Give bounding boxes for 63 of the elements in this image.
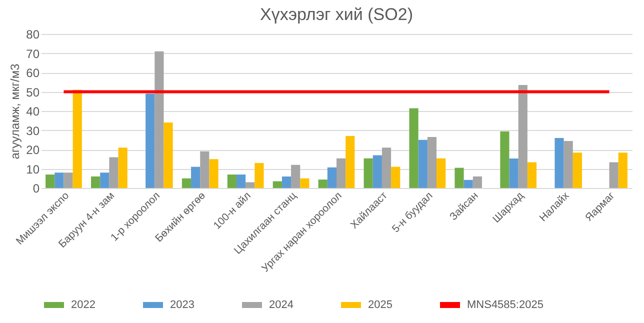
legend-label: 2025: [368, 299, 392, 311]
bar: [109, 157, 118, 188]
bar: [436, 158, 446, 188]
bar: [300, 178, 310, 188]
bar: [609, 162, 618, 188]
bar: [382, 148, 392, 188]
chart-title: Хүхэрлэг хий (SO2): [260, 5, 413, 24]
bar: [464, 180, 473, 188]
bar: [427, 136, 437, 188]
bar: [200, 151, 210, 188]
bar: [554, 138, 564, 188]
bar: [191, 166, 200, 188]
bar: [118, 148, 128, 188]
bar: [409, 108, 418, 188]
y-axis-title: агууламж, мкг/м3: [8, 63, 22, 160]
bar: [336, 158, 346, 188]
bar: [236, 174, 246, 188]
bar: [618, 152, 628, 188]
bar: [54, 172, 64, 188]
bar: [146, 94, 155, 188]
bar: [572, 152, 582, 188]
bar: [227, 174, 236, 188]
legend-label: 2023: [170, 299, 194, 311]
y-tick-label: 10: [26, 162, 40, 176]
bar: [209, 159, 218, 188]
bar: [364, 158, 373, 188]
bar: [418, 140, 428, 188]
legend-label: 2024: [269, 299, 294, 311]
bar: [564, 141, 573, 188]
y-tick-label: 40: [26, 104, 40, 118]
bar: [272, 181, 282, 188]
y-tick-label: 80: [26, 28, 40, 42]
bar: [46, 174, 55, 188]
bar: [372, 155, 382, 188]
bar: [518, 85, 528, 188]
bar: [327, 167, 336, 188]
bar: [454, 168, 464, 188]
bar: [346, 136, 355, 188]
bar: [164, 122, 173, 188]
bar: [509, 158, 518, 188]
bar: [282, 176, 292, 188]
bar: [472, 176, 482, 188]
bar: [254, 162, 264, 188]
bar: [72, 90, 82, 188]
y-tick-label: 60: [26, 66, 40, 80]
bar: [391, 166, 400, 188]
bar: [318, 180, 328, 188]
y-tick-label: 50: [26, 85, 40, 100]
legend-label: MNS4585:2025: [467, 299, 544, 311]
bar: [182, 178, 192, 188]
legend-label: 2022: [71, 299, 96, 311]
bar: [246, 182, 255, 188]
bar: [91, 176, 100, 188]
bar: [100, 172, 110, 188]
bar: [527, 162, 537, 188]
bar: [154, 51, 164, 188]
y-tick-label: 30: [26, 124, 40, 138]
bar: [64, 172, 73, 188]
bar: [291, 164, 300, 188]
y-tick-label: 20: [26, 143, 40, 157]
y-tick-label: 0: [32, 182, 40, 196]
bar: [500, 131, 510, 188]
y-tick-label: 70: [26, 46, 40, 61]
